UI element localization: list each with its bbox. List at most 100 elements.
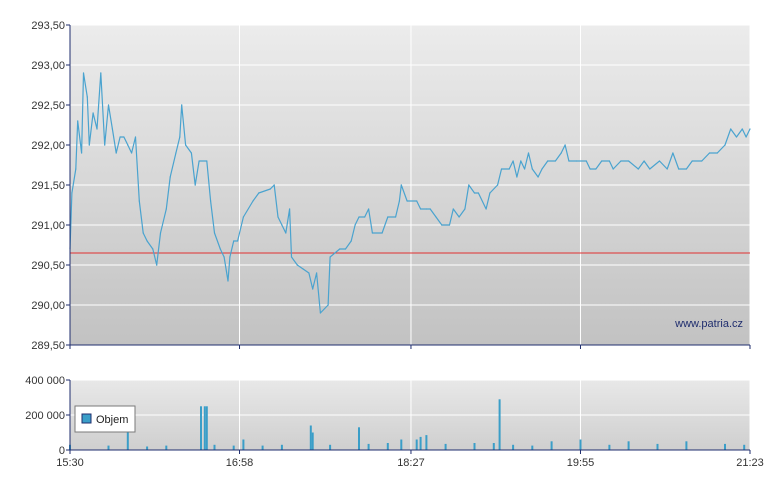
price-point-62 — [339, 248, 341, 250]
volume-bar-28 — [531, 445, 534, 450]
price-point-60 — [327, 304, 329, 306]
price-point-85 — [464, 208, 466, 210]
price-point-81 — [441, 224, 443, 226]
price-y-tick-label-2: 290,50 — [31, 260, 65, 272]
x-tick-label-0: 15:30 — [56, 457, 84, 469]
price-point-19 — [134, 136, 137, 138]
price-point-70 — [381, 232, 383, 234]
price-point-133 — [749, 128, 751, 130]
price-point-6 — [86, 96, 88, 98]
price-point-97 — [524, 168, 526, 170]
volume-bar-32 — [627, 441, 630, 451]
price-point-71 — [387, 216, 389, 218]
price-point-84 — [458, 216, 460, 218]
price-point-69 — [371, 232, 373, 234]
price-point-93 — [508, 168, 510, 170]
price-point-119 — [658, 160, 661, 162]
price-point-122 — [678, 168, 680, 170]
volume-bar-34 — [685, 441, 688, 451]
volume-bar-7 — [205, 406, 208, 451]
volume-bar-4 — [165, 445, 168, 450]
price-point-72 — [395, 216, 397, 218]
price-point-34 — [198, 160, 200, 162]
price-point-113 — [612, 168, 614, 170]
volume-bar-9 — [232, 445, 235, 450]
price-point-56 — [308, 272, 310, 274]
price-y-tick-label-3: 291,00 — [31, 220, 65, 232]
price-point-95 — [516, 176, 518, 178]
price-axes — [66, 24, 751, 349]
price-point-125 — [701, 160, 703, 162]
price-point-33 — [194, 184, 196, 186]
price-point-12 — [107, 104, 110, 106]
price-point-47 — [269, 188, 271, 190]
price-point-102 — [547, 160, 549, 162]
price-point-107 — [576, 160, 578, 162]
price-y-tick-label-7: 293,00 — [31, 60, 65, 72]
price-point-89 — [485, 208, 487, 210]
price-point-88 — [477, 192, 479, 194]
price-y-tick-label-1: 290,00 — [31, 300, 65, 312]
price-point-23 — [152, 248, 154, 250]
price-point-59 — [319, 312, 321, 314]
price-point-36 — [210, 200, 212, 202]
volume-series — [69, 399, 746, 451]
price-point-118 — [649, 168, 651, 170]
price-point-91 — [497, 184, 499, 186]
volume-bar-27 — [512, 444, 515, 451]
price-point-32 — [190, 152, 192, 154]
volume-bar-17 — [367, 443, 370, 450]
price-point-76 — [416, 200, 418, 202]
price-point-38 — [219, 248, 221, 250]
volume-bar-20 — [415, 439, 418, 450]
volume-bar-21 — [419, 436, 422, 450]
price-point-114 — [620, 160, 622, 162]
price-point-129 — [730, 128, 732, 130]
volume-bar-12 — [280, 444, 283, 451]
price-point-44 — [242, 216, 244, 218]
price-point-41 — [229, 256, 231, 258]
price-point-103 — [554, 160, 557, 162]
x-tick-label-2: 18:27 — [397, 457, 425, 469]
price-point-100 — [537, 176, 539, 178]
price-point-27 — [169, 176, 171, 178]
price-y-tick-label-8: 293,50 — [31, 20, 65, 32]
price-point-116 — [637, 168, 639, 170]
price-point-48 — [273, 184, 275, 186]
price-point-128 — [724, 144, 726, 146]
price-line — [69, 72, 751, 314]
volume-bar-3 — [146, 446, 149, 450]
price-point-46 — [258, 192, 260, 194]
volume-bar-35 — [724, 443, 726, 450]
volume-bar-31 — [608, 444, 611, 451]
price-point-86 — [468, 184, 470, 186]
legend-swatch — [81, 413, 92, 424]
x-tick-label-4: 21:23 — [736, 457, 764, 469]
volume-bar-24 — [473, 443, 476, 450]
volume-bar-26 — [498, 399, 501, 451]
price-point-22 — [146, 240, 148, 242]
price-y-tick-label-0: 289,50 — [31, 340, 65, 352]
price-point-92 — [500, 168, 503, 170]
price-point-106 — [568, 160, 570, 162]
price-point-4 — [81, 152, 83, 154]
price-point-90 — [489, 192, 491, 194]
price-point-30 — [181, 104, 183, 106]
price-point-31 — [185, 144, 187, 146]
price-point-98 — [527, 152, 530, 154]
price-point-52 — [289, 208, 291, 210]
price-point-110 — [595, 168, 597, 170]
volume-bar-6 — [203, 406, 206, 451]
volume-axes — [66, 379, 751, 454]
price-point-79 — [429, 208, 431, 210]
price-point-121 — [672, 152, 674, 154]
price-point-1 — [71, 192, 73, 194]
volume-bar-5 — [200, 406, 202, 451]
price-point-115 — [628, 160, 630, 162]
price-point-53 — [290, 256, 293, 258]
price-point-24 — [156, 264, 158, 266]
price-point-7 — [88, 144, 90, 146]
price-point-5 — [82, 72, 85, 74]
price-point-21 — [142, 232, 144, 234]
